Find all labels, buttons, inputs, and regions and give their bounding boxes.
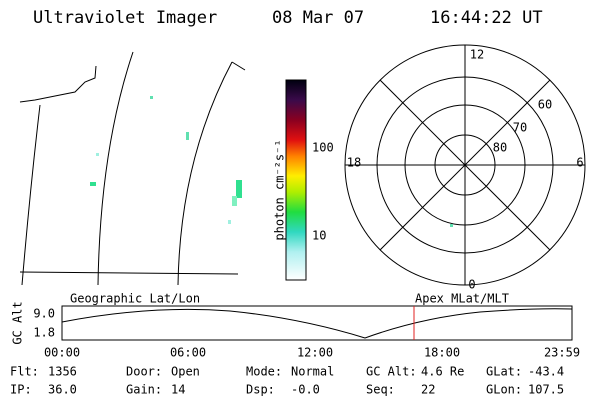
timeline-right-label: Apex MLat/MLT (415, 292, 509, 306)
field-label: GLat: (486, 365, 522, 379)
title: Ultraviolet Imager (33, 8, 217, 28)
timeline-box (61, 305, 573, 341)
mlt-label: 12 (470, 48, 484, 62)
field-value: Normal (291, 365, 334, 379)
time: 16:44:22 UT (430, 8, 543, 28)
field-label: Door: (126, 365, 162, 379)
field-label: Dsp: (246, 383, 275, 397)
footer: Flt: 1356 IP: 36.0 Door: Open Gain: 14 Mode: Norm… (10, 365, 564, 397)
colorbar-label: photon cm⁻²s⁻¹ (273, 139, 287, 240)
geo-map (19, 51, 246, 286)
colorbar-tick: 100 (312, 141, 334, 155)
field-value: 4.6 Re (421, 365, 464, 379)
field-value: 107.5 (528, 383, 564, 397)
mlt-label: 6 (576, 156, 583, 170)
x-tick-label: 18:00 (424, 346, 460, 360)
field-value: 22 (421, 383, 435, 397)
field-value: 36.0 (48, 383, 77, 397)
field-value: Open (171, 365, 200, 379)
y-tick-label: 9.0 (33, 307, 55, 321)
timeline-axis-label: GC Alt (11, 301, 25, 344)
colorbar-tick: 10 (312, 229, 326, 243)
date: 08 Mar 07 (272, 8, 364, 28)
field-label: GLon: (486, 383, 522, 397)
mlat-label: 80 (493, 141, 507, 155)
field-label: Gain: (126, 383, 162, 397)
field-label: IP: (10, 383, 32, 397)
mlt-label: 18 (347, 156, 361, 170)
field-value: 1356 (48, 365, 77, 379)
y-tick-label: 1.8 (33, 326, 55, 340)
field-label: Flt: (10, 365, 39, 379)
field-value: 14 (171, 383, 185, 397)
mlat-label: 60 (538, 98, 552, 112)
altitude-curve (61, 308, 573, 339)
field-label: Seq: (366, 383, 395, 397)
x-tick-label: 06:00 (170, 346, 206, 360)
x-tick-label: 12:00 (297, 346, 333, 360)
mlat-label: 70 (513, 121, 527, 135)
polar-grid (344, 44, 586, 286)
x-tick-label: 23:59 (544, 346, 580, 360)
timeline-left-label: Geographic Lat/Lon (70, 292, 200, 306)
field-label: Mode: (246, 365, 282, 379)
mlt-label: 0 (468, 278, 475, 292)
field-value: -0.0 (291, 383, 320, 397)
field-value: -43.4 (528, 365, 564, 379)
colorbar (285, 79, 307, 281)
x-tick-label: 00:00 (44, 346, 80, 360)
field-label: GC Alt: (366, 365, 417, 379)
